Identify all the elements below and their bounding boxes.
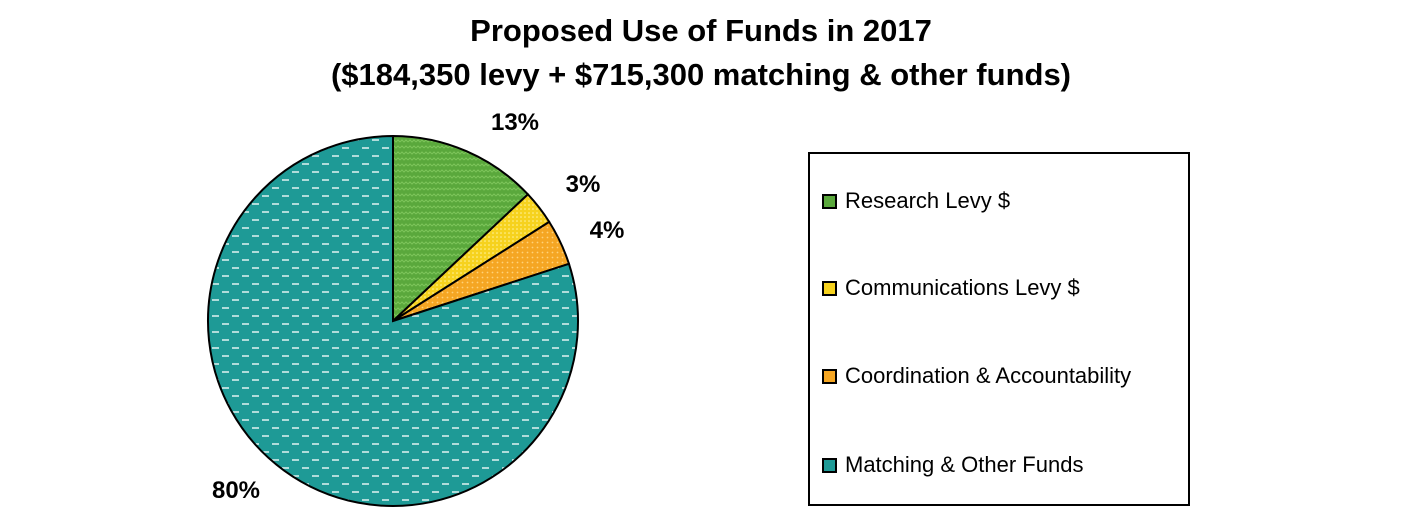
legend-swatch bbox=[822, 457, 837, 473]
slice-percent-label: 13% bbox=[491, 109, 539, 136]
legend-label: Coordination & Accountability bbox=[845, 363, 1132, 388]
legend-item-matching: Matching & Other Funds bbox=[822, 452, 1083, 478]
legend-item-coordination: Coordination & Accountability bbox=[822, 363, 1131, 389]
legend-swatch bbox=[822, 280, 837, 296]
chart-subtitle: ($184,350 levy + $715,300 matching & oth… bbox=[330, 57, 1072, 92]
slice-percent-label: 4% bbox=[590, 217, 625, 244]
legend-label: Research Levy $ bbox=[845, 188, 1011, 213]
legend-item-research: Research Levy $ bbox=[822, 188, 1010, 214]
legend-label: Matching & Other Funds bbox=[845, 452, 1084, 477]
slice-percent-label: 3% bbox=[566, 171, 601, 198]
legend-swatch bbox=[822, 193, 837, 209]
legend-swatch bbox=[822, 368, 837, 384]
slice-percent-label: 80% bbox=[212, 477, 260, 504]
legend-item-communications: Communications Levy $ bbox=[822, 275, 1080, 301]
legend: Research Levy $ Communications Levy $ Co… bbox=[808, 152, 1190, 506]
chart-title: Proposed Use of Funds in 2017 bbox=[470, 13, 932, 48]
slice-research-levy bbox=[392, 134, 530, 324]
slice-matching-other-funds bbox=[207, 134, 579, 507]
legend-label: Communications Levy $ bbox=[845, 275, 1080, 300]
